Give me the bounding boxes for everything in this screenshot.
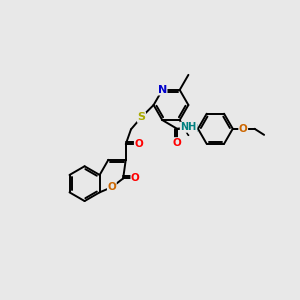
Text: O: O (134, 139, 143, 149)
Text: S: S (137, 112, 146, 122)
Text: NH: NH (180, 122, 196, 132)
Text: N: N (158, 85, 167, 95)
Text: O: O (131, 173, 140, 183)
Text: H: H (189, 124, 197, 134)
Text: O: O (107, 182, 116, 192)
Text: O: O (239, 124, 248, 134)
Text: O: O (173, 138, 182, 148)
